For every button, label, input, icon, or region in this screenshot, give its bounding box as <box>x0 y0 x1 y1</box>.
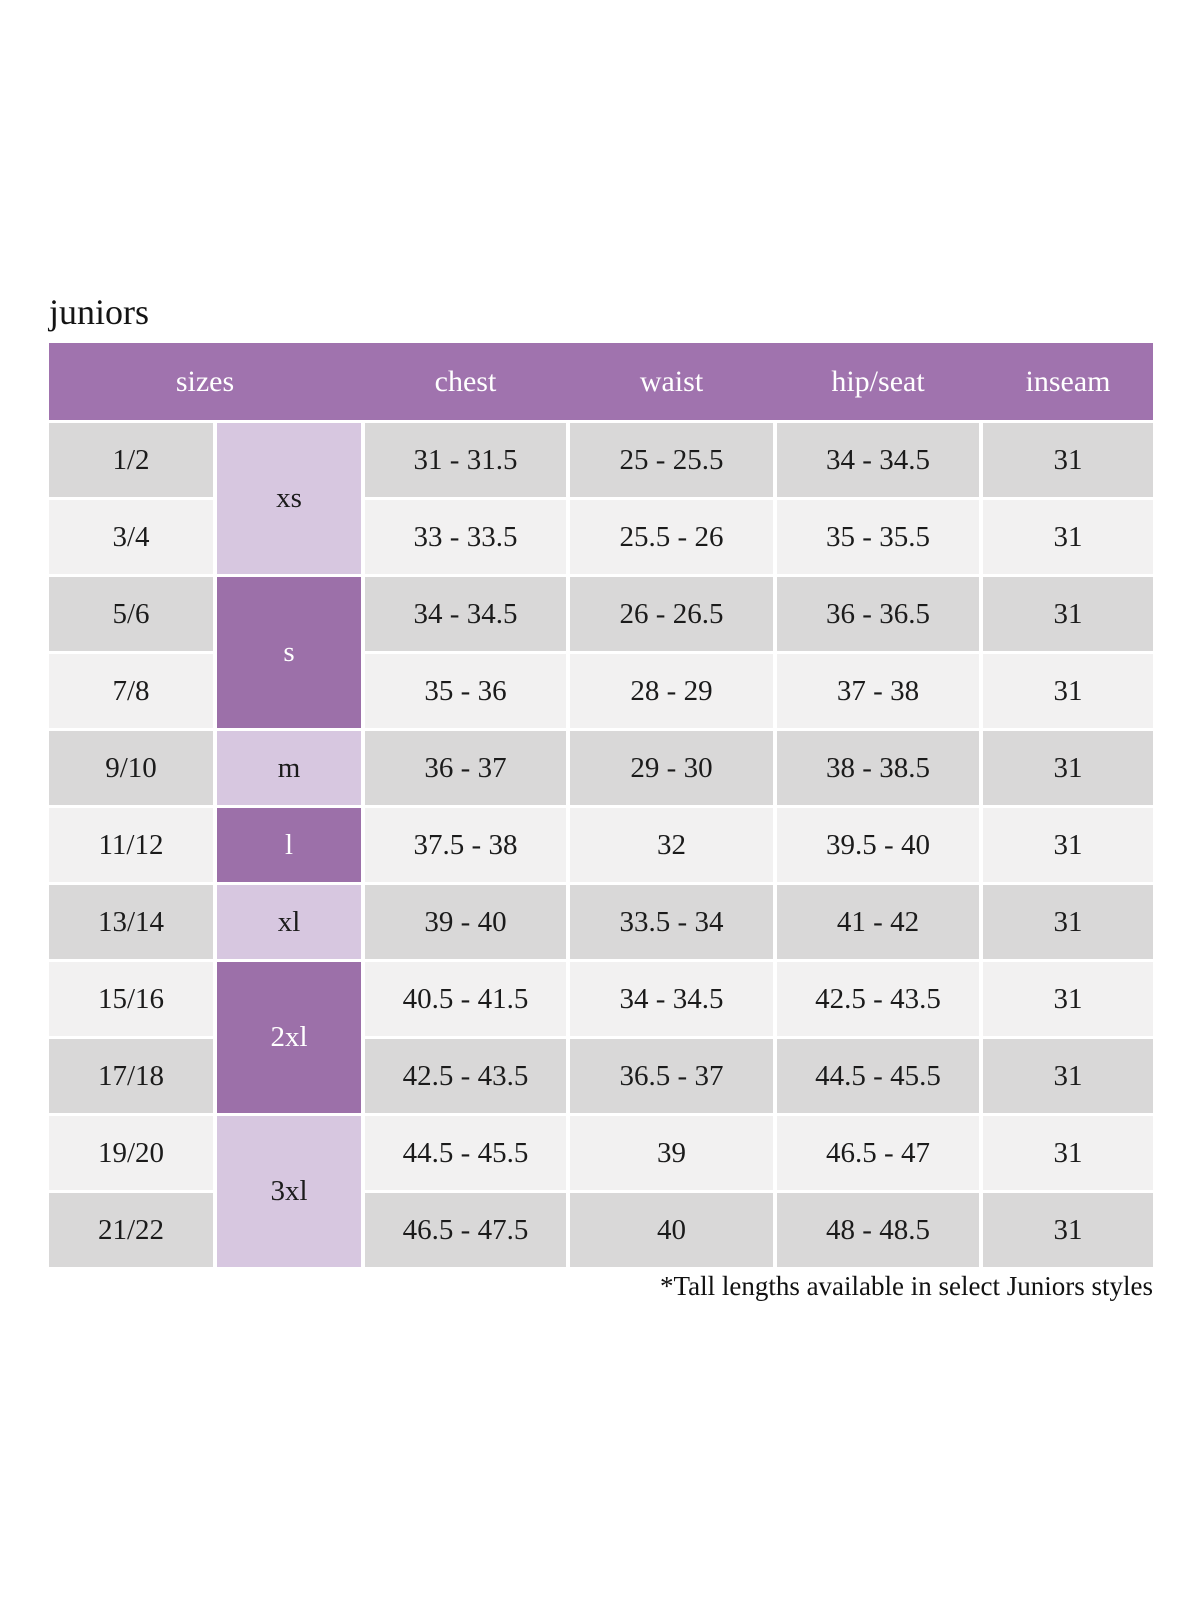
chest-cell: 33 - 33.5 <box>365 500 566 574</box>
waist-cell: 29 - 30 <box>570 731 773 805</box>
table-header-row: sizes chest waist hip/seat inseam <box>49 343 1153 420</box>
inseam-cell: 31 <box>983 962 1153 1036</box>
size-letter-cell: xs <box>217 423 361 574</box>
hip-seat-cell: 39.5 - 40 <box>777 808 979 882</box>
chest-cell: 36 - 37 <box>365 731 566 805</box>
size-cell: 7/8 <box>49 654 213 728</box>
chest-cell: 44.5 - 45.5 <box>365 1116 566 1190</box>
waist-cell: 40 <box>570 1193 773 1267</box>
header-waist: waist <box>639 364 704 398</box>
header-sizes: sizes <box>175 364 235 398</box>
size-cell: 1/2 <box>49 423 213 497</box>
waist-cell: 33.5 - 34 <box>570 885 773 959</box>
waist-cell: 34 - 34.5 <box>570 962 773 1036</box>
footnote: *Tall lengths available in select Junior… <box>659 1271 1153 1301</box>
size-letter-cell: 2xl <box>217 962 361 1113</box>
size-cell: 15/16 <box>49 962 213 1036</box>
waist-cell: 32 <box>570 808 773 882</box>
size-letter-cell: m <box>217 731 361 805</box>
inseam-cell: 31 <box>983 1039 1153 1113</box>
chest-cell: 46.5 - 47.5 <box>365 1193 566 1267</box>
hip-seat-cell: 34 - 34.5 <box>777 423 979 497</box>
size-cell: 3/4 <box>49 500 213 574</box>
inseam-cell: 31 <box>983 885 1153 959</box>
size-cell: 13/14 <box>49 885 213 959</box>
hip-seat-cell: 36 - 36.5 <box>777 577 979 651</box>
header-chest: chest <box>434 364 497 398</box>
chest-cell: 42.5 - 43.5 <box>365 1039 566 1113</box>
waist-cell: 26 - 26.5 <box>570 577 773 651</box>
inseam-cell: 31 <box>983 423 1153 497</box>
inseam-cell: 31 <box>983 1193 1153 1267</box>
size-cell: 17/18 <box>49 1039 213 1113</box>
inseam-cell: 31 <box>983 731 1153 805</box>
waist-cell: 36.5 - 37 <box>570 1039 773 1113</box>
inseam-cell: 31 <box>983 500 1153 574</box>
chest-cell: 35 - 36 <box>365 654 566 728</box>
size-letter-cell: xl <box>217 885 361 959</box>
size-table-body: 1/2 31 - 31.5 25 - 25.5 34 - 34.5 31 3/4 33 - … <box>49 423 1153 1267</box>
size-letter-cell: l <box>217 808 361 882</box>
waist-cell: 39 <box>570 1116 773 1190</box>
hip-seat-cell: 35 - 35.5 <box>777 500 979 574</box>
size-cell: 19/20 <box>49 1116 213 1190</box>
header-hip-seat: hip/seat <box>831 364 925 398</box>
inseam-cell: 31 <box>983 577 1153 651</box>
page-title: juniors <box>49 292 150 332</box>
hip-seat-cell: 48 - 48.5 <box>777 1193 979 1267</box>
waist-cell: 25.5 - 26 <box>570 500 773 574</box>
hip-seat-cell: 37 - 38 <box>777 654 979 728</box>
inseam-cell: 31 <box>983 654 1153 728</box>
chest-cell: 37.5 - 38 <box>365 808 566 882</box>
size-cell: 21/22 <box>49 1193 213 1267</box>
size-letter-cell: s <box>217 577 361 728</box>
header-inseam: inseam <box>1025 364 1111 398</box>
chest-cell: 39 - 40 <box>365 885 566 959</box>
chest-cell: 31 - 31.5 <box>365 423 566 497</box>
hip-seat-cell: 42.5 - 43.5 <box>777 962 979 1036</box>
size-cell: 5/6 <box>49 577 213 651</box>
size-cell: 9/10 <box>49 731 213 805</box>
waist-cell: 25 - 25.5 <box>570 423 773 497</box>
chest-cell: 40.5 - 41.5 <box>365 962 566 1036</box>
inseam-cell: 31 <box>983 808 1153 882</box>
inseam-cell: 31 <box>983 1116 1153 1190</box>
hip-seat-cell: 41 - 42 <box>777 885 979 959</box>
hip-seat-cell: 46.5 - 47 <box>777 1116 979 1190</box>
hip-seat-cell: 38 - 38.5 <box>777 731 979 805</box>
size-letter-cell: 3xl <box>217 1116 361 1267</box>
waist-cell: 28 - 29 <box>570 654 773 728</box>
hip-seat-cell: 44.5 - 45.5 <box>777 1039 979 1113</box>
size-cell: 11/12 <box>49 808 213 882</box>
chest-cell: 34 - 34.5 <box>365 577 566 651</box>
juniors-size-table: sizes chest waist hip/seat inseam 1/2 31 … <box>49 343 1153 1267</box>
